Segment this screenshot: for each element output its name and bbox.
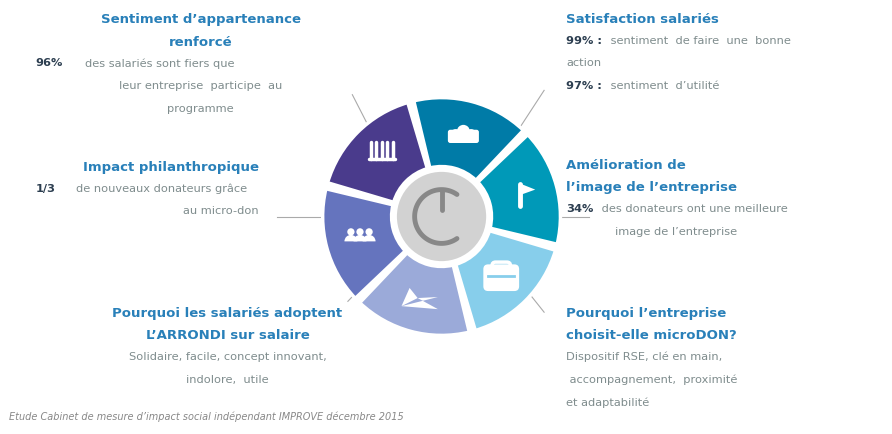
- Text: sentiment  de faire  une  bonne: sentiment de faire une bonne: [607, 36, 790, 46]
- Wedge shape: [359, 253, 469, 335]
- Text: Amélioration de: Amélioration de: [566, 158, 686, 171]
- Text: Dispositif RSE, clé en main,: Dispositif RSE, clé en main,: [566, 351, 723, 362]
- Text: Sentiment d’appartenance: Sentiment d’appartenance: [101, 13, 301, 26]
- Wedge shape: [456, 231, 556, 331]
- Text: leur entreprise  participe  au: leur entreprise participe au: [119, 81, 283, 91]
- Wedge shape: [414, 99, 524, 181]
- Text: au micro-don: au micro-don: [183, 206, 259, 216]
- Text: action: action: [566, 58, 601, 68]
- Circle shape: [347, 229, 354, 236]
- Text: choisit-elle microDON?: choisit-elle microDON?: [566, 329, 737, 342]
- Text: L’ARRONDI sur salaire: L’ARRONDI sur salaire: [145, 329, 310, 342]
- Text: renforcé: renforcé: [169, 36, 233, 49]
- Wedge shape: [363, 235, 376, 242]
- Text: des salariés sont fiers que: des salariés sont fiers que: [85, 58, 235, 69]
- Text: et adaptabilité: et adaptabilité: [566, 396, 649, 407]
- Text: Satisfaction salariés: Satisfaction salariés: [566, 13, 719, 26]
- Text: des donateurs ont une meilleure: des donateurs ont une meilleure: [598, 204, 788, 214]
- Text: Etude Cabinet de mesure d’impact social indépendant IMPROVE décembre 2015: Etude Cabinet de mesure d’impact social …: [9, 411, 404, 421]
- Circle shape: [457, 125, 470, 138]
- Wedge shape: [344, 235, 358, 242]
- Text: programme: programme: [168, 103, 234, 113]
- Text: Pourquoi l’entreprise: Pourquoi l’entreprise: [566, 306, 727, 319]
- Circle shape: [395, 171, 488, 263]
- Circle shape: [450, 130, 461, 141]
- Polygon shape: [401, 288, 417, 306]
- Text: image de l’entreprise: image de l’entreprise: [615, 226, 737, 236]
- Wedge shape: [327, 103, 427, 203]
- FancyBboxPatch shape: [448, 131, 479, 144]
- Text: Impact philanthropique: Impact philanthropique: [83, 161, 259, 174]
- Circle shape: [357, 229, 364, 236]
- Text: l’image de l’entreprise: l’image de l’entreprise: [566, 181, 738, 194]
- Text: 96%: 96%: [36, 58, 63, 68]
- Circle shape: [366, 229, 373, 236]
- Polygon shape: [520, 184, 535, 196]
- Wedge shape: [323, 189, 405, 299]
- Text: Solidaire, facile, concept innovant,: Solidaire, facile, concept innovant,: [128, 351, 326, 361]
- Text: accompagnement,  proximité: accompagnement, proximité: [566, 374, 738, 384]
- Circle shape: [466, 130, 476, 141]
- Text: 34%: 34%: [566, 204, 594, 214]
- Text: 99% :: 99% :: [566, 36, 602, 46]
- Text: de nouveaux donateurs grâce: de nouveaux donateurs grâce: [76, 183, 247, 194]
- Text: indolore,  utile: indolore, utile: [186, 374, 268, 384]
- FancyBboxPatch shape: [483, 265, 519, 291]
- Text: Pourquoi les salariés adoptent: Pourquoi les salariés adoptent: [112, 306, 343, 319]
- Text: sentiment  d’utilité: sentiment d’utilité: [607, 81, 719, 91]
- Wedge shape: [353, 235, 367, 242]
- Text: 97% :: 97% :: [566, 81, 602, 91]
- Wedge shape: [478, 135, 560, 245]
- Polygon shape: [401, 297, 438, 309]
- Text: 1/3: 1/3: [36, 183, 55, 193]
